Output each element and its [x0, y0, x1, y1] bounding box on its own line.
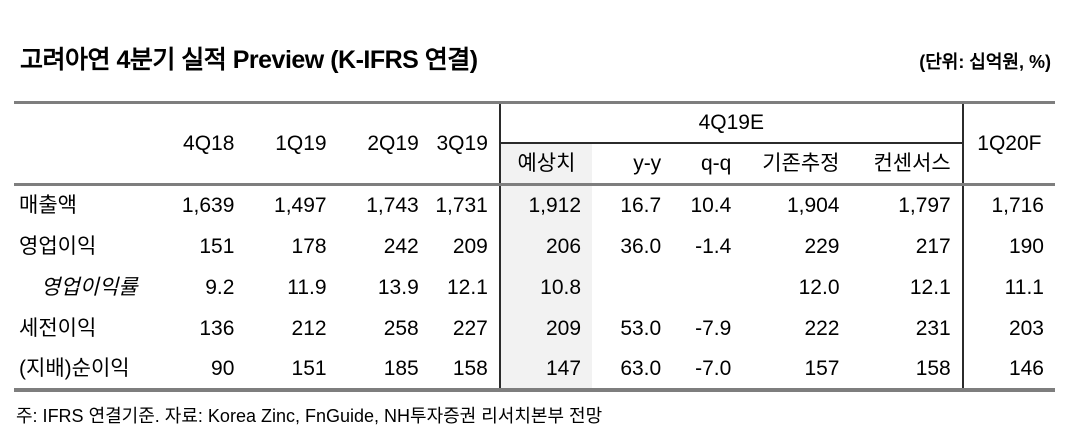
header-row-1: 4Q18 1Q19 2Q19 3Q19 4Q19E 1Q20F — [14, 102, 1055, 185]
table-row-operating-margin: 영업이익률 9.2 11.9 13.9 12.1 10.8 12.0 12.1 … — [14, 266, 1055, 308]
table-cell: 157 — [804, 356, 840, 380]
table-cell: 136 — [199, 316, 235, 340]
table-cell: 229 — [804, 234, 840, 258]
table-cell: 1,743 — [337, 183, 430, 226]
table-cell: 206 — [498, 225, 593, 267]
table-cell: 227 — [452, 316, 488, 340]
table-cell: 11.1 — [961, 266, 1055, 308]
row-label: (지배)순이익 — [19, 356, 130, 380]
table-cell: 10.8 — [498, 266, 593, 308]
sub-header-prev-estimate: 기존추정 — [762, 151, 840, 175]
table-cell: 10.4 — [672, 183, 743, 226]
quarter-header-4q18: 4Q18 — [183, 132, 235, 155]
footnote: 주: IFRS 연결기준. 자료: Korea Zinc, FnGuide, N… — [16, 406, 603, 426]
table-cell: 231 — [915, 316, 951, 340]
table-cell: 1,639 — [154, 183, 246, 226]
table-cell: 1,904 — [742, 183, 851, 226]
table-row-revenue: 매출액 1,639 1,497 1,743 1,731 1,912 16.7 1… — [14, 183, 1055, 226]
row-label: 세전이익 — [19, 316, 97, 340]
table-cell: -7.9 — [695, 316, 732, 340]
table-cell: 1,797 — [850, 183, 963, 226]
table-cell: 151 — [291, 356, 327, 380]
row-label: 매출액 — [14, 183, 155, 226]
earnings-table: 4Q18 1Q19 2Q19 3Q19 4Q19E 1Q20F 예상치 y-y … — [14, 101, 1055, 392]
table-cell — [592, 267, 672, 308]
table-cell: 178 — [291, 234, 327, 258]
table-cell: 36.0 — [620, 234, 662, 258]
table-cell: 12.1 — [909, 275, 951, 299]
table-cell: 151 — [199, 234, 235, 258]
table-cell: 1,497 — [245, 183, 338, 226]
table-cell: 12.0 — [798, 275, 840, 299]
table-cell: 258 — [383, 316, 419, 340]
table-cell: 242 — [383, 234, 419, 258]
unit-label: (단위: 십억원, %) — [919, 52, 1051, 72]
table-cell: 11.9 — [287, 275, 327, 299]
header-row-2: 예상치 y-y q-q 기존추정 컨센서스 — [14, 142, 1055, 185]
sub-header-yoy: y-y — [633, 151, 662, 175]
table-cell: -1.4 — [695, 234, 732, 258]
table-row-pretax-profit: 세전이익 136 212 258 227 209 53.0 -7.9 222 2… — [14, 307, 1055, 349]
table-cell: 209 — [452, 234, 488, 258]
table-cell: 53.0 — [620, 316, 662, 340]
table-cell: 185 — [383, 356, 419, 380]
table-row-operating-profit: 영업이익 151 178 242 209 206 36.0 -1.4 229 2… — [14, 225, 1055, 267]
sub-header-consensus: 컨센서스 — [873, 151, 951, 175]
sub-header-qoq: q-q — [700, 151, 732, 175]
table-cell: 90 — [211, 356, 235, 380]
table-cell: 63.0 — [620, 356, 662, 380]
sub-header-estimate: 예상치 — [498, 142, 593, 185]
group-header-4q19e: 4Q19E — [498, 102, 963, 144]
table-cell: 12.1 — [447, 275, 488, 299]
table-cell: 190 — [961, 225, 1055, 267]
table-cell: 147 — [498, 348, 593, 390]
table-row-net-profit: (지배)순이익 90 151 185 158 147 63.0 -7.0 157… — [14, 348, 1055, 390]
table-cell: 203 — [961, 307, 1055, 349]
corner-cell — [14, 103, 154, 185]
table-cell: 222 — [804, 316, 840, 340]
page-title: 고려아연 4분기 실적 Preview (K-IFRS 연결) — [20, 46, 478, 74]
header-1q20f: 1Q20F — [961, 102, 1055, 185]
table-cell: 1,731 — [429, 183, 500, 226]
table-cell: 16.7 — [592, 183, 673, 226]
report-header: 고려아연 4분기 실적 Preview (K-IFRS 연결) (단위: 십억원… — [20, 40, 1051, 76]
table-cell: 209 — [498, 307, 593, 349]
table-cell: 13.9 — [377, 275, 419, 299]
row-label: 영업이익률 — [41, 275, 138, 299]
table-cell: -7.0 — [695, 356, 732, 380]
quarter-header-1q19: 1Q19 — [275, 132, 327, 155]
table-cell: 146 — [961, 348, 1055, 390]
table-cell: 1,716 — [961, 183, 1055, 226]
table-cell — [672, 267, 742, 308]
table-cell: 158 — [452, 356, 488, 380]
row-label: 영업이익 — [19, 234, 97, 258]
table-cell: 1,912 — [498, 183, 593, 226]
quarter-header-3q19: 3Q19 — [436, 132, 488, 155]
quarter-header-2q19: 2Q19 — [367, 132, 419, 155]
table-cell: 158 — [915, 356, 951, 380]
table-cell: 9.2 — [205, 275, 235, 299]
table-cell: 212 — [291, 316, 327, 340]
table-cell: 217 — [915, 234, 951, 258]
